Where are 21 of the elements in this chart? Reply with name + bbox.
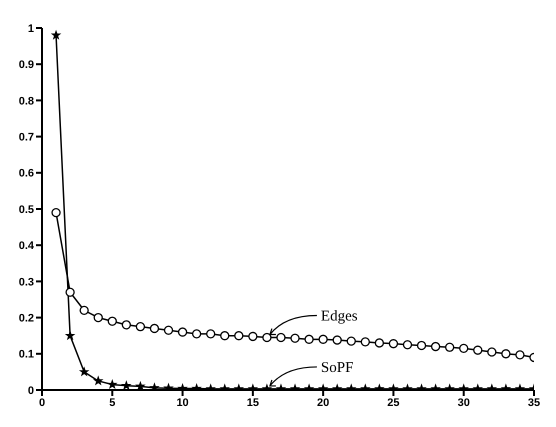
y-tick-label: 0.2 (18, 312, 34, 325)
x-tick-label: 30 (458, 396, 470, 409)
legend-label: Edges (320, 308, 358, 325)
y-tick-label: 0.1 (18, 348, 34, 361)
x-tick-label: 5 (109, 396, 116, 409)
y-tick-label: 0.3 (18, 276, 34, 288)
x-tick-label: 25 (387, 396, 400, 409)
legend-label: SoPF (320, 360, 354, 376)
y-tick-label: 0 (28, 384, 34, 397)
y-tick-label: 0.4 (18, 240, 35, 252)
y-tick-label: 0.6 (18, 168, 34, 180)
x-tick-label: 20 (317, 396, 330, 409)
y-tick-label: 0.8 (18, 95, 34, 108)
y-tick-label: 0.9 (18, 59, 34, 72)
y-tick-label: 0.7 (18, 132, 34, 144)
x-tick-label: 0 (38, 396, 46, 409)
x-tick-label: 10 (176, 396, 189, 409)
y-tick-label: 0.5 (18, 204, 34, 216)
x-tick-label: 35 (528, 396, 540, 409)
y-tick-label: 1 (28, 22, 34, 35)
x-tick-label: 15 (246, 396, 259, 409)
